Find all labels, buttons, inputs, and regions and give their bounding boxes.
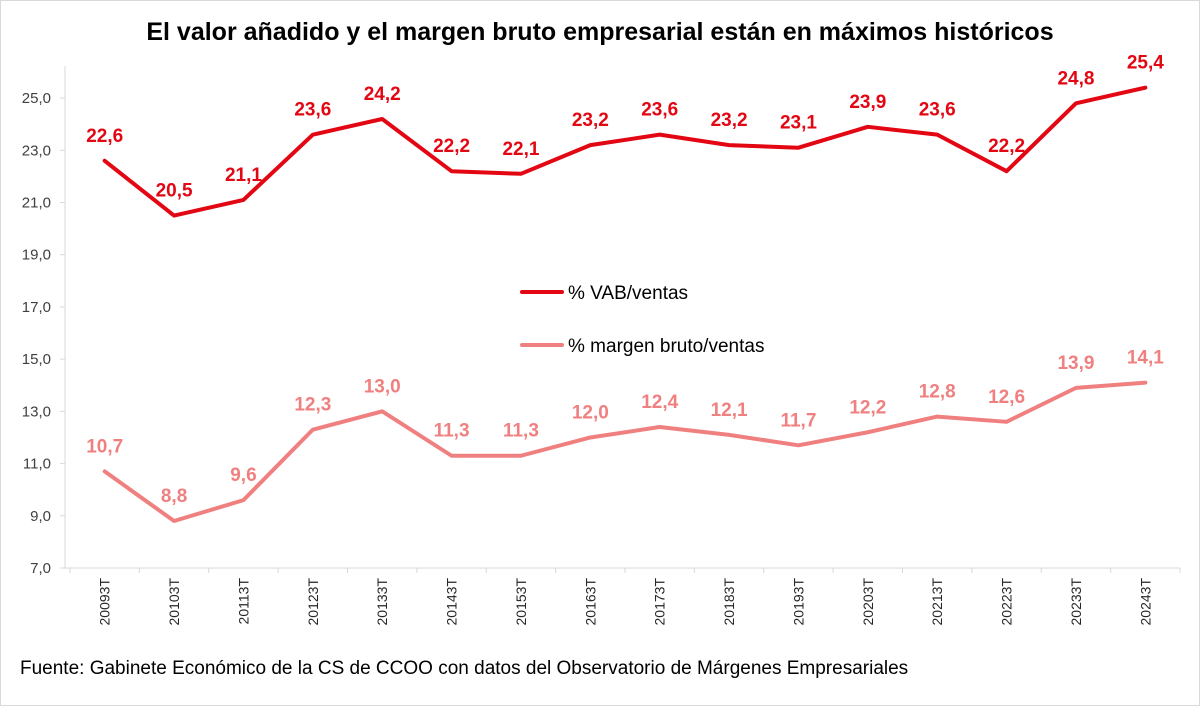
- x-tick-label: 20113T: [235, 578, 251, 625]
- data-label: 12,6: [988, 387, 1025, 408]
- x-tick-label: 20193T: [790, 578, 806, 626]
- y-tick-label: 7,0: [30, 560, 51, 577]
- y-tick-label: 17,0: [22, 299, 51, 316]
- y-tick-label: 11,0: [23, 456, 51, 473]
- data-label: 22,1: [502, 139, 539, 160]
- data-label: 23,2: [711, 110, 748, 131]
- data-label: 12,3: [294, 395, 331, 416]
- x-tick-label: 20133T: [374, 578, 390, 626]
- x-tick-label: 20213T: [929, 578, 945, 626]
- y-tick-label: 15,0: [22, 351, 51, 368]
- x-tick-label: 20093T: [97, 578, 113, 626]
- data-label: 24,8: [1057, 68, 1094, 89]
- data-label: 12,1: [711, 400, 748, 421]
- data-label: 23,2: [572, 110, 609, 131]
- data-label: 11,7: [780, 410, 816, 431]
- data-label: 13,9: [1057, 353, 1094, 374]
- data-label: 9,6: [230, 465, 256, 486]
- x-tick-label: 20143T: [444, 578, 460, 626]
- data-label: 13,0: [364, 376, 401, 397]
- y-tick-label: 23,0: [22, 142, 51, 159]
- data-label: 12,8: [919, 382, 956, 403]
- y-tick-label: 19,0: [22, 247, 51, 264]
- chart-title: El valor añadido y el margen bruto empre…: [146, 18, 1054, 46]
- data-label: 10,7: [86, 436, 123, 457]
- x-tick-label: 20163T: [582, 578, 598, 626]
- data-label: 23,1: [780, 113, 817, 134]
- y-tick-label: 9,0: [30, 508, 51, 525]
- x-tick-label: 20203T: [860, 578, 876, 626]
- data-label: 12,4: [641, 392, 678, 413]
- x-tick-label: 20123T: [305, 578, 321, 626]
- data-label: 25,4: [1127, 53, 1164, 74]
- x-tick-label: 20103T: [166, 578, 182, 626]
- data-label: 12,0: [572, 402, 609, 423]
- x-tick-label: 20243T: [1137, 578, 1153, 626]
- series-line-vab: [102, 85, 1148, 218]
- x-tick-label: 20173T: [652, 578, 668, 626]
- y-tick-label: 25,0: [22, 90, 51, 107]
- data-label: 23,9: [849, 92, 886, 113]
- data-label: 23,6: [294, 100, 331, 121]
- data-label: 20,5: [156, 181, 193, 202]
- y-tick-label: 21,0: [22, 195, 51, 212]
- data-label: 23,6: [919, 100, 956, 121]
- data-label: 8,8: [161, 486, 187, 507]
- x-tick-label: 20233T: [1068, 578, 1084, 626]
- y-tick-label: 13,0: [22, 403, 51, 420]
- data-label: 11,3: [503, 421, 539, 442]
- data-label: 22,6: [86, 126, 123, 147]
- data-label: 14,1: [1127, 348, 1164, 369]
- data-label: 22,2: [988, 136, 1025, 157]
- x-tick-label: 20223T: [999, 578, 1015, 626]
- x-tick-label: 20183T: [721, 578, 737, 626]
- x-tick-label: 20153T: [513, 578, 529, 626]
- source-note: Fuente: Gabinete Económico de la CS de C…: [20, 658, 909, 679]
- data-label: 21,1: [225, 165, 262, 186]
- data-label: 24,2: [364, 84, 401, 105]
- series-line-margen: [102, 380, 1148, 524]
- data-label: 12,2: [849, 397, 886, 418]
- legend-label: % margen bruto/ventas: [568, 336, 764, 357]
- data-label: 22,2: [433, 136, 470, 157]
- data-label: 11,3: [434, 421, 470, 442]
- data-label: 23,6: [641, 100, 678, 121]
- legend-label: % VAB/ventas: [568, 283, 688, 304]
